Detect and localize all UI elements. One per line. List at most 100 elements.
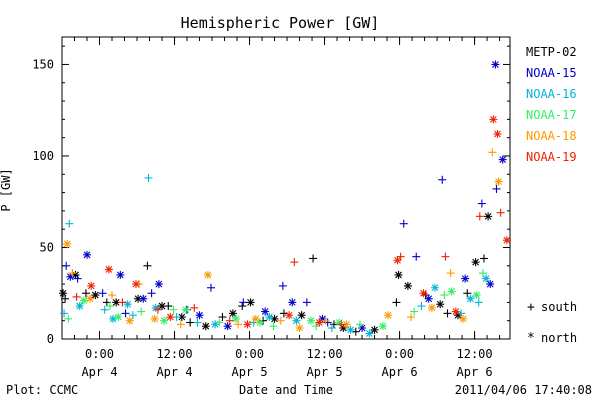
north-point bbox=[447, 287, 456, 296]
north-point bbox=[123, 300, 132, 309]
north-point bbox=[472, 291, 481, 300]
south-point bbox=[186, 318, 195, 327]
x-tick-label-date: Apr 6 bbox=[382, 365, 418, 379]
north-point bbox=[346, 325, 355, 334]
south-point bbox=[475, 212, 484, 221]
north-point bbox=[116, 270, 125, 279]
north-point bbox=[255, 318, 264, 327]
south-point bbox=[64, 314, 73, 323]
south-point bbox=[144, 173, 153, 182]
north-point bbox=[131, 280, 140, 289]
north-point bbox=[494, 177, 503, 186]
south-point bbox=[218, 313, 227, 322]
legend-entry: NOAA-15 bbox=[526, 66, 577, 80]
north-point bbox=[427, 303, 436, 312]
x-tick-label-date: Apr 6 bbox=[457, 365, 493, 379]
north-point bbox=[419, 289, 428, 298]
north-point bbox=[430, 283, 439, 292]
north-point bbox=[201, 322, 210, 331]
north-point bbox=[502, 236, 511, 245]
north-point bbox=[459, 314, 468, 323]
x-axis-label: Date and Time bbox=[239, 383, 333, 397]
plot-timestamp: 2011/04/06 17:40:08 bbox=[455, 383, 592, 397]
south-point bbox=[137, 307, 146, 316]
south-point bbox=[225, 316, 234, 325]
north-point bbox=[251, 314, 260, 323]
x-tick-label-date: Apr 5 bbox=[231, 365, 267, 379]
north-point bbox=[154, 280, 163, 289]
south-point bbox=[488, 148, 497, 157]
north-point bbox=[358, 324, 367, 333]
north-point bbox=[307, 316, 316, 325]
symbol-legend: + south * north bbox=[527, 300, 577, 346]
south-point bbox=[193, 318, 202, 327]
north-point bbox=[403, 281, 412, 290]
north-point bbox=[265, 313, 274, 322]
x-tick-label-date: Apr 4 bbox=[156, 365, 192, 379]
north-point bbox=[393, 256, 402, 265]
south-point bbox=[121, 309, 130, 318]
north-point bbox=[484, 212, 493, 221]
north-point bbox=[471, 258, 480, 267]
legend-entry: NOAA-19 bbox=[526, 150, 577, 164]
south-point bbox=[215, 318, 224, 327]
north-point bbox=[91, 291, 100, 300]
south-point bbox=[278, 281, 287, 290]
south-point bbox=[176, 320, 185, 329]
south-point bbox=[73, 274, 82, 283]
north-point bbox=[104, 265, 113, 274]
north-point bbox=[378, 322, 387, 331]
south-point bbox=[392, 298, 401, 307]
north-point bbox=[424, 294, 433, 303]
north-point bbox=[114, 313, 123, 322]
south-point bbox=[355, 320, 364, 329]
x-tick-label-date: Apr 5 bbox=[306, 365, 342, 379]
north-point bbox=[461, 274, 470, 283]
north-point bbox=[160, 316, 169, 325]
north-symbol: * bbox=[527, 331, 535, 346]
south-point bbox=[441, 252, 450, 261]
south-point bbox=[60, 309, 69, 318]
north-point bbox=[498, 155, 507, 164]
north-point bbox=[295, 324, 304, 333]
south-point bbox=[100, 305, 109, 314]
north-point bbox=[466, 294, 475, 303]
south-point bbox=[62, 261, 71, 270]
south-point bbox=[327, 324, 336, 333]
north-point bbox=[231, 314, 240, 323]
north-point bbox=[482, 274, 491, 283]
south-point bbox=[417, 302, 426, 311]
north-point bbox=[246, 298, 255, 307]
south-point bbox=[478, 269, 487, 278]
north-point bbox=[486, 280, 495, 289]
south-point bbox=[65, 219, 74, 228]
south-point bbox=[477, 199, 486, 208]
y-axis: 0 50 100 150 bbox=[32, 45, 510, 346]
y-tick-label: 0 bbox=[47, 332, 54, 346]
south-point bbox=[239, 298, 248, 307]
south-point bbox=[496, 208, 505, 217]
south-point bbox=[479, 254, 488, 263]
south-point bbox=[446, 269, 455, 278]
south-point bbox=[190, 303, 199, 312]
south-point bbox=[81, 289, 90, 298]
south-point bbox=[169, 305, 178, 314]
north-point bbox=[297, 311, 306, 320]
south-point bbox=[147, 289, 156, 298]
y-tick-label: 150 bbox=[32, 57, 54, 71]
north-point bbox=[394, 270, 403, 279]
y-tick-label: 100 bbox=[32, 149, 54, 163]
north-point bbox=[451, 307, 460, 316]
north-point bbox=[66, 272, 75, 281]
north-point bbox=[384, 311, 393, 320]
plot-frame bbox=[61, 36, 511, 340]
legend-entry: NOAA-18 bbox=[526, 129, 577, 143]
north-label: north bbox=[541, 331, 577, 345]
x-axis: 0:00 Apr 4 12:00 Apr 4 0:00 Apr 5 12:00 Apr 5 0:… bbox=[61, 37, 501, 379]
north-point bbox=[489, 115, 498, 124]
north-point bbox=[59, 289, 68, 298]
north-point bbox=[370, 325, 379, 334]
y-axis-label: P [GW] bbox=[0, 168, 13, 211]
south-point bbox=[438, 175, 447, 184]
